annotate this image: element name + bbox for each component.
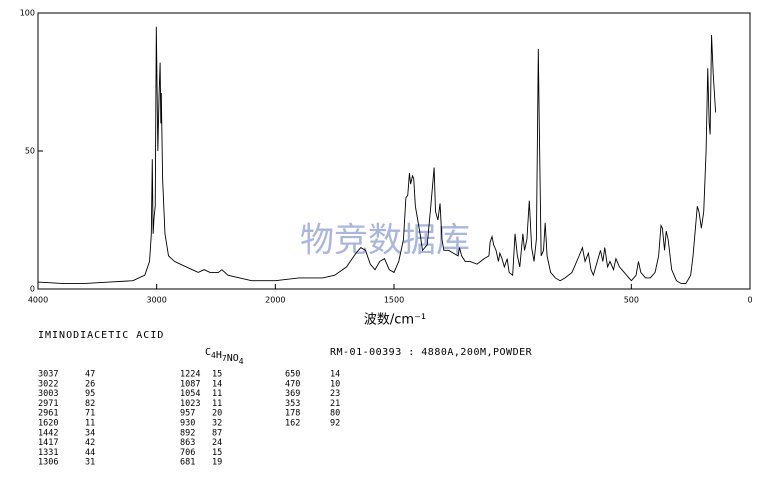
peak-intensity: 80 [330, 409, 340, 419]
peak-intensity: 42 [85, 438, 95, 448]
y-tick-label: 50 [25, 147, 35, 156]
peak-wavenumber: 2971 [38, 399, 58, 409]
peak-intensity: 11 [85, 419, 95, 429]
peak-intensity: 14 [330, 370, 340, 380]
peak-wavenumber: 1620 [38, 419, 58, 429]
peak-wavenumber: 1087 [180, 379, 200, 389]
peak-intensity: 47 [85, 370, 95, 380]
x-tick-label: 4000 [28, 296, 48, 305]
peak-intensity: 10 [330, 379, 340, 389]
peak-wavenumber: 1442 [38, 428, 58, 438]
x-tick-label: 1500 [384, 296, 404, 305]
peak-wavenumber: 892 [180, 428, 195, 438]
y-tick-label: 100 [20, 9, 35, 18]
peak-wavenumber: 1306 [38, 458, 58, 468]
peak-intensity: 11 [212, 399, 222, 409]
peak-intensity: 71 [85, 409, 95, 419]
peak-intensity: 24 [212, 438, 222, 448]
peak-intensity: 20 [212, 409, 222, 419]
peak-wavenumber: 369 [285, 389, 300, 399]
peak-wavenumber: 1417 [38, 438, 58, 448]
peak-intensity: 82 [85, 399, 95, 409]
peak-intensity: 92 [330, 419, 340, 429]
formula-element: NO [227, 353, 239, 364]
peak-intensity: 15 [212, 448, 222, 458]
peak-intensity: 14 [212, 379, 222, 389]
peak-wavenumber: 957 [180, 409, 195, 419]
peak-wavenumber: 3037 [38, 370, 58, 380]
formula-subscript: 7 [222, 354, 227, 363]
peak-wavenumber: 930 [180, 419, 195, 429]
peak-intensity: 21 [330, 399, 340, 409]
x-tick-label: 3000 [146, 296, 166, 305]
peak-wavenumber: 470 [285, 379, 300, 389]
peak-intensity: 11 [212, 389, 222, 399]
peak-wavenumber: 1224 [180, 370, 200, 380]
watermark: 物竞数据库 [300, 221, 470, 261]
x-axis-label: 波数/cm⁻¹ [364, 313, 426, 328]
peak-wavenumber: 863 [180, 438, 195, 448]
peak-intensity: 19 [212, 458, 222, 468]
formula-subscript: 4 [239, 357, 244, 366]
peak-wavenumber: 681 [180, 458, 195, 468]
formula-subscript: 4 [211, 351, 216, 360]
peak-wavenumber: 1054 [180, 389, 200, 399]
peak-wavenumber: 706 [180, 448, 195, 458]
x-tick-label: 0 [747, 296, 752, 305]
peak-wavenumber: 650 [285, 370, 300, 380]
peak-wavenumber: 1331 [38, 448, 58, 458]
peak-wavenumber: 162 [285, 419, 300, 429]
peak-intensity: 44 [85, 448, 95, 458]
peak-intensity: 15 [212, 370, 222, 380]
peak-wavenumber: 3022 [38, 379, 58, 389]
spectrum-line [37, 26, 717, 284]
compound-name: IMINODIACETIC ACID [38, 330, 164, 341]
peak-wavenumber: 1023 [180, 399, 200, 409]
sample-info: RM-01-00393 : 4880A,200M,POWDER [330, 347, 533, 358]
peak-wavenumber: 353 [285, 399, 300, 409]
formula-element: C [205, 347, 211, 358]
peak-intensity: 87 [212, 428, 222, 438]
peak-wavenumber: 2961 [38, 409, 58, 419]
peak-intensity: 23 [330, 389, 340, 399]
formula: C4H7NO4 [205, 347, 244, 366]
peak-wavenumber: 178 [285, 409, 300, 419]
peak-intensity: 95 [85, 389, 95, 399]
peak-wavenumber: 3003 [38, 389, 58, 399]
peak-intensity: 32 [212, 419, 222, 429]
peak-intensity: 34 [85, 428, 95, 438]
y-tick-label: 0 [30, 285, 35, 294]
peak-intensity: 26 [85, 379, 95, 389]
x-tick-label: 2000 [265, 296, 285, 305]
peak-intensity: 31 [85, 458, 95, 468]
formula-element: H [216, 350, 222, 361]
x-tick-label: 500 [624, 296, 639, 305]
